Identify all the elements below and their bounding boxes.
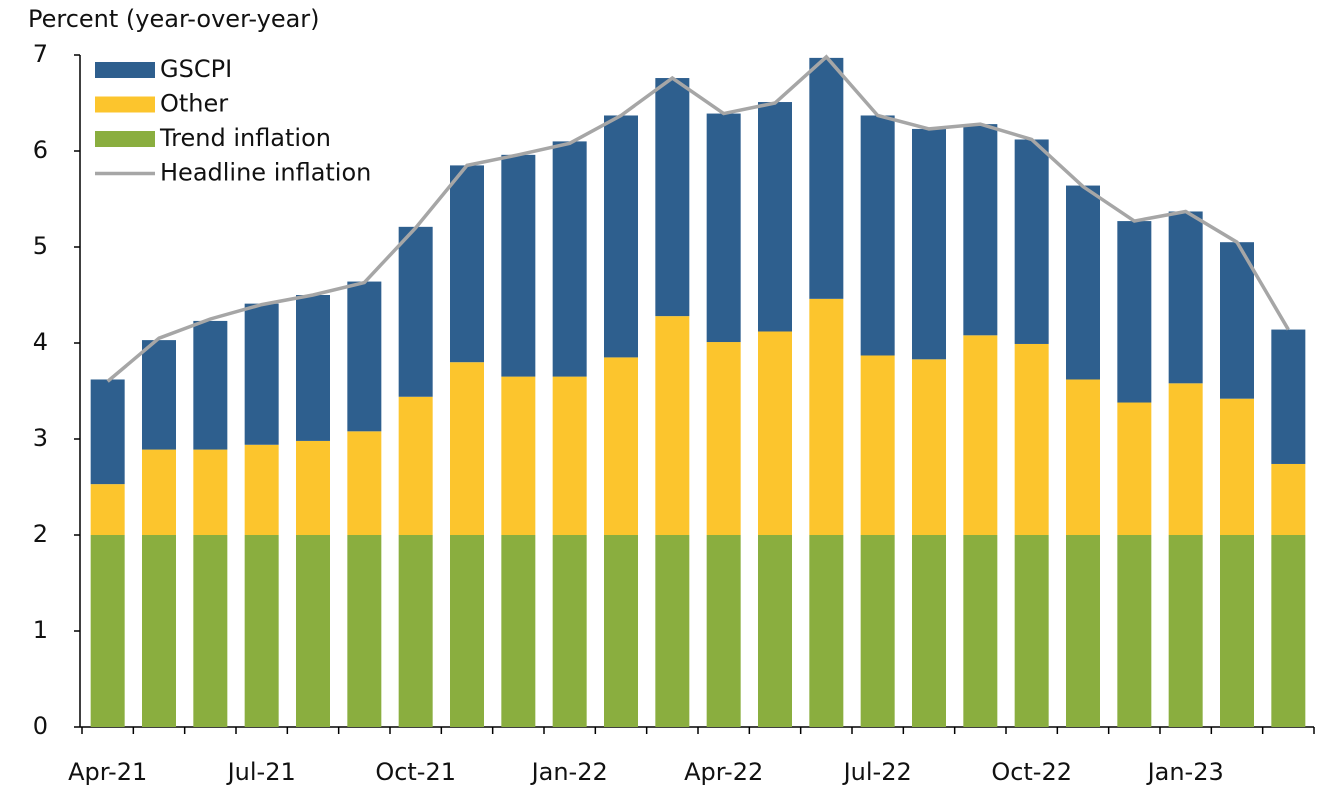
bar-segment xyxy=(1271,329,1306,464)
y-tick-label: 3 xyxy=(33,424,48,452)
x-tick-label: Jul-21 xyxy=(226,758,296,786)
bar-segment xyxy=(1014,343,1049,535)
x-tick-label: Jan-22 xyxy=(530,758,608,786)
bar-segment xyxy=(1066,185,1100,380)
legend-label: GSCPI xyxy=(160,55,232,83)
legend-label: Headline inflation xyxy=(160,159,371,187)
bar-segment xyxy=(706,342,741,535)
bar-segment xyxy=(244,303,279,445)
bar-segment xyxy=(501,154,536,377)
bar-segment xyxy=(860,115,895,356)
y-axis-label: Percent (year-over-year) xyxy=(28,5,320,33)
bar-segment xyxy=(604,115,638,358)
bar-segment xyxy=(758,331,792,535)
bar-segment xyxy=(604,535,638,727)
bar-segment xyxy=(758,102,792,332)
legend-label: Trend inflation xyxy=(159,124,331,152)
bar-segment xyxy=(296,535,330,727)
bar-segment xyxy=(1271,463,1306,535)
x-tick-label: Jul-22 xyxy=(842,758,912,786)
x-tick-label: Apr-21 xyxy=(68,758,147,786)
bar-segment xyxy=(912,535,946,727)
bar-segment xyxy=(604,357,638,535)
bar-segment xyxy=(1168,383,1203,535)
bar-segment xyxy=(450,165,484,363)
bar-segment xyxy=(142,535,176,727)
bar-segment xyxy=(398,226,433,397)
bar-segment xyxy=(552,376,587,535)
y-tick-label: 2 xyxy=(33,520,48,548)
bar-segment xyxy=(398,396,433,535)
bar-segment xyxy=(912,359,946,535)
bar-segment xyxy=(1220,535,1254,727)
bar-segment xyxy=(809,57,844,299)
legend-label: Other xyxy=(160,90,228,118)
bar-segment xyxy=(1220,398,1254,535)
bar-segment xyxy=(193,320,228,450)
bar-segment xyxy=(1168,211,1203,384)
bar-segment xyxy=(90,484,125,535)
bar-segment xyxy=(809,298,844,535)
legend-swatch xyxy=(95,96,155,113)
bar-segment xyxy=(347,281,382,432)
bar-segment xyxy=(398,535,433,727)
legend-swatch xyxy=(95,131,155,147)
y-tick-label: 0 xyxy=(33,712,48,740)
y-tick-label: 1 xyxy=(33,616,48,644)
y-tick-label: 4 xyxy=(33,328,48,356)
bar-segment xyxy=(860,535,895,727)
bar-segment xyxy=(1271,535,1306,727)
bar-segment xyxy=(860,355,895,535)
bar-segment xyxy=(963,335,998,535)
bar-segment xyxy=(193,535,228,727)
line xyxy=(106,54,1290,383)
bar-segment xyxy=(655,535,690,727)
bar-segment xyxy=(963,124,998,336)
bar-segment xyxy=(552,535,587,727)
bar-segment xyxy=(1014,535,1049,727)
bar-segment xyxy=(1117,221,1152,403)
bar-segment xyxy=(706,535,741,727)
y-tick-label: 7 xyxy=(33,40,48,68)
bar-segment xyxy=(1117,535,1152,727)
bar-segment xyxy=(501,535,536,727)
bar-segment xyxy=(809,535,844,727)
bar-segment xyxy=(912,128,946,360)
bar-segment xyxy=(90,379,125,485)
bar-segment xyxy=(1168,535,1203,727)
bar-segment xyxy=(244,444,279,535)
bar-segment xyxy=(142,340,176,450)
bar-segment xyxy=(655,78,690,317)
bar-segment xyxy=(1066,535,1100,727)
bar-segment xyxy=(1066,379,1100,535)
bar-segment xyxy=(296,440,330,535)
bar-segment xyxy=(347,431,382,535)
bar-segment xyxy=(296,295,330,441)
bar-segment xyxy=(501,376,536,535)
bar-segment xyxy=(90,535,125,727)
bar-segment xyxy=(1014,139,1049,344)
y-tick-label: 5 xyxy=(33,232,48,260)
bar-segment xyxy=(142,449,176,535)
bar-segment xyxy=(552,141,587,377)
legend-swatch xyxy=(95,62,155,78)
bar-segment xyxy=(450,362,484,535)
bar-segment xyxy=(193,449,228,535)
x-tick-label: Oct-21 xyxy=(375,758,456,786)
bar-segment xyxy=(706,113,741,343)
bar-segment xyxy=(963,535,998,727)
bar-segment xyxy=(1117,402,1152,535)
bar-segment xyxy=(1220,242,1254,399)
x-tick-label: Apr-22 xyxy=(684,758,763,786)
bar-segment xyxy=(450,535,484,727)
x-tick-label: Oct-22 xyxy=(991,758,1072,786)
bar-segment xyxy=(655,316,690,535)
bar-segment xyxy=(758,535,792,727)
x-tick-label: Jan-23 xyxy=(1146,758,1224,786)
y-tick-label: 6 xyxy=(33,136,48,164)
bar-segment xyxy=(244,535,279,727)
bar-segment xyxy=(347,535,382,727)
